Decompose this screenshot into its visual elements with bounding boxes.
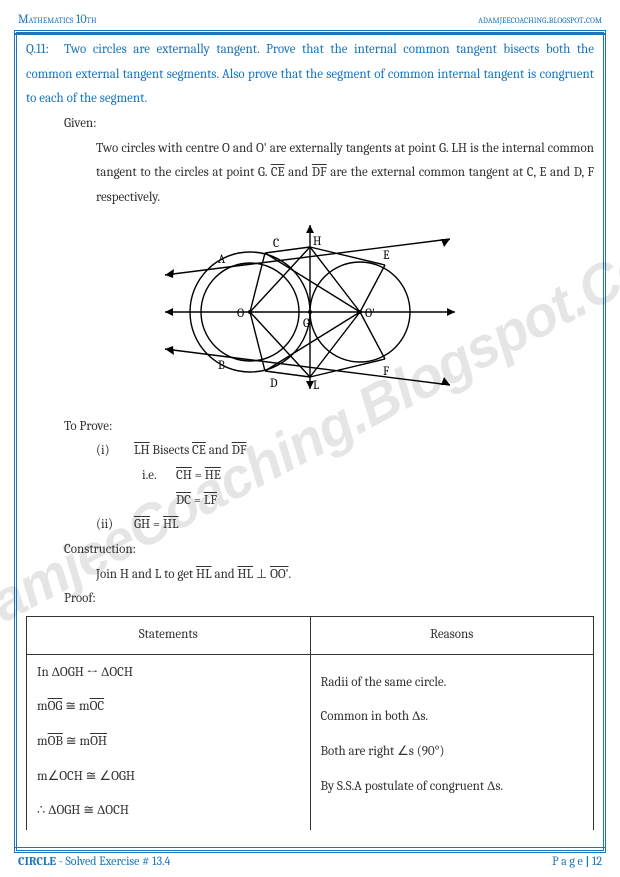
question-block: Q.11:Two circles are externally tangent.… <box>26 38 594 112</box>
to-prove-ie: i.e.CH = HE <box>26 464 594 489</box>
svg-text:L: L <box>313 378 319 392</box>
svg-text:E: E <box>383 248 390 262</box>
col-reasons: Reasons <box>310 617 594 655</box>
to-prove-i: (i)LH Bisects CE and DF <box>26 439 594 464</box>
given-head: Given: <box>26 112 594 137</box>
footer-left: CIRCLE - Solved Exercise # 13.4 <box>18 850 170 873</box>
svg-text:F: F <box>383 364 389 378</box>
page-footer: CIRCLE - Solved Exercise # 13.4 P a g e … <box>14 847 606 873</box>
svg-text:H: H <box>313 234 321 248</box>
question-label: Q.11: <box>26 38 64 63</box>
svg-text:C: C <box>273 236 279 250</box>
construction-text: Join H and L to get HL and HL ⊥ OO'. <box>26 563 594 588</box>
svg-text:O: O <box>237 306 244 320</box>
svg-text:D: D <box>270 376 278 390</box>
svg-text:G: G <box>303 316 310 330</box>
proof-head: Proof: <box>26 587 594 612</box>
table-row: In ΔOGH ↔ ΔOCH mOG ≅ mOC mOB ≅ mOH m∠OCH… <box>27 654 594 830</box>
page-content: Q.11:Two circles are externally tangent.… <box>14 10 606 836</box>
to-prove-ii: (ii)GH = HL <box>26 513 594 538</box>
col-statements: Statements <box>27 617 311 655</box>
question-text: Two circles are externally tangent. Prov… <box>26 42 594 106</box>
proof-table: Statements Reasons In ΔOGH ↔ ΔOCH mOG ≅ … <box>26 616 594 830</box>
table-header-row: Statements Reasons <box>27 617 594 655</box>
to-prove-head: To Prove: <box>26 415 594 440</box>
construction-head: Construction: <box>26 538 594 563</box>
svg-text:A: A <box>218 252 226 266</box>
svg-text:B: B <box>218 358 225 372</box>
geometry-figure: A B C D E F G H L O O' <box>26 217 594 407</box>
svg-text:O': O' <box>365 306 375 320</box>
footer-page: P a g e | 12 <box>552 850 602 873</box>
given-text: Two circles with centre O and O' are ext… <box>26 137 594 211</box>
to-prove-ie2: DC = LF <box>26 489 594 514</box>
